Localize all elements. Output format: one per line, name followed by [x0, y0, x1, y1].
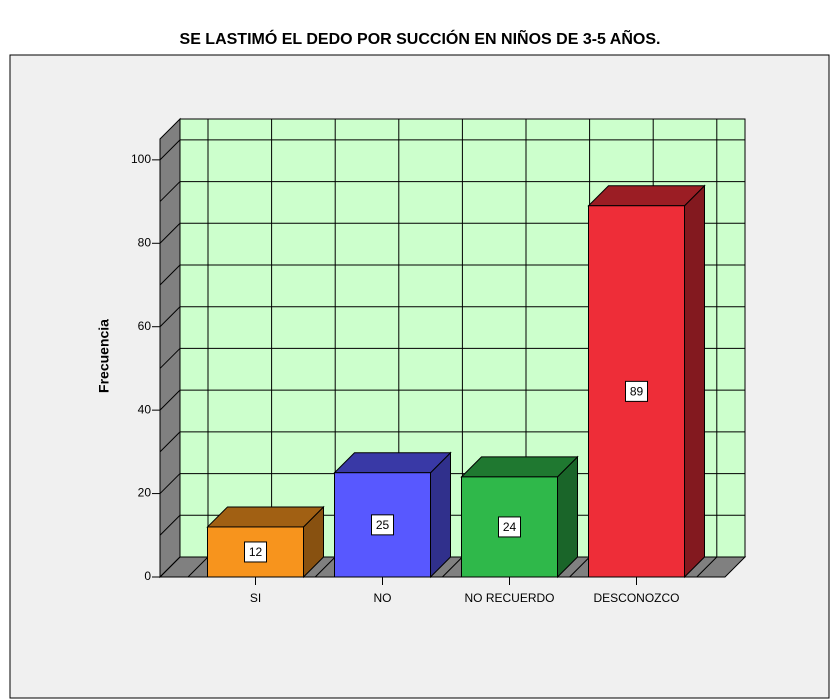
- value-label: 89: [630, 385, 644, 399]
- y-axis-label: Frecuencia: [96, 319, 112, 393]
- side-wall: [159, 117, 181, 579]
- value-label-box: [244, 541, 267, 563]
- x-tick-label: DESCONOZCO: [593, 591, 679, 605]
- y-tick-label: 80: [138, 235, 152, 249]
- minor-grid-line-side: [159, 514, 181, 536]
- y-tick-label: 40: [138, 402, 152, 416]
- bar: [333, 451, 452, 579]
- y-tick-label: 60: [138, 319, 152, 333]
- bar-top: [206, 506, 325, 528]
- floor-grid-line: [696, 556, 718, 578]
- bar-front: [461, 476, 558, 578]
- floor-grid-line: [314, 556, 336, 578]
- bar-top: [587, 185, 706, 207]
- y-tick-label: 0: [144, 569, 151, 583]
- grid-line-side: [159, 306, 181, 328]
- bar: [206, 505, 325, 579]
- bar-side: [430, 451, 451, 579]
- chart-title: SE LASTIMÓ EL DEDO POR SUCCIÓN EN NIÑOS …: [180, 28, 661, 48]
- minor-grid-line-side: [159, 181, 181, 202]
- floor-grid-line: [187, 556, 209, 578]
- grid-line-side: [159, 139, 181, 161]
- grid-line-side: [159, 556, 181, 578]
- bar-top: [333, 452, 452, 474]
- floor-grid-line: [442, 556, 463, 578]
- x-tick-label: NO: [374, 591, 392, 605]
- value-label-box: [625, 380, 648, 402]
- value-label: 24: [503, 520, 517, 534]
- grid-line-side: [159, 389, 181, 411]
- bar: [460, 455, 579, 579]
- grid-line-side: [159, 222, 181, 244]
- floor-grid-line: [569, 556, 590, 578]
- bar-side: [684, 184, 705, 579]
- x-tick-label: SI: [250, 591, 261, 605]
- value-label: 25: [376, 518, 390, 532]
- value-label-box: [371, 514, 394, 536]
- grid-line-side: [159, 473, 181, 494]
- grid-line: [159, 139, 745, 161]
- bar-side: [557, 455, 578, 579]
- minor-grid-line-side: [159, 264, 181, 286]
- minor-grid-line-side: [159, 431, 181, 453]
- value-label: 12: [249, 545, 263, 559]
- y-tick-label: 20: [138, 486, 152, 500]
- minor-grid-line-side: [159, 348, 181, 369]
- bar-top: [460, 456, 579, 478]
- value-label-box: [498, 516, 521, 538]
- x-tick-label: NO RECUERDO: [464, 591, 554, 605]
- y-tick-label: 100: [131, 152, 151, 166]
- minor-grid-line: [159, 181, 745, 202]
